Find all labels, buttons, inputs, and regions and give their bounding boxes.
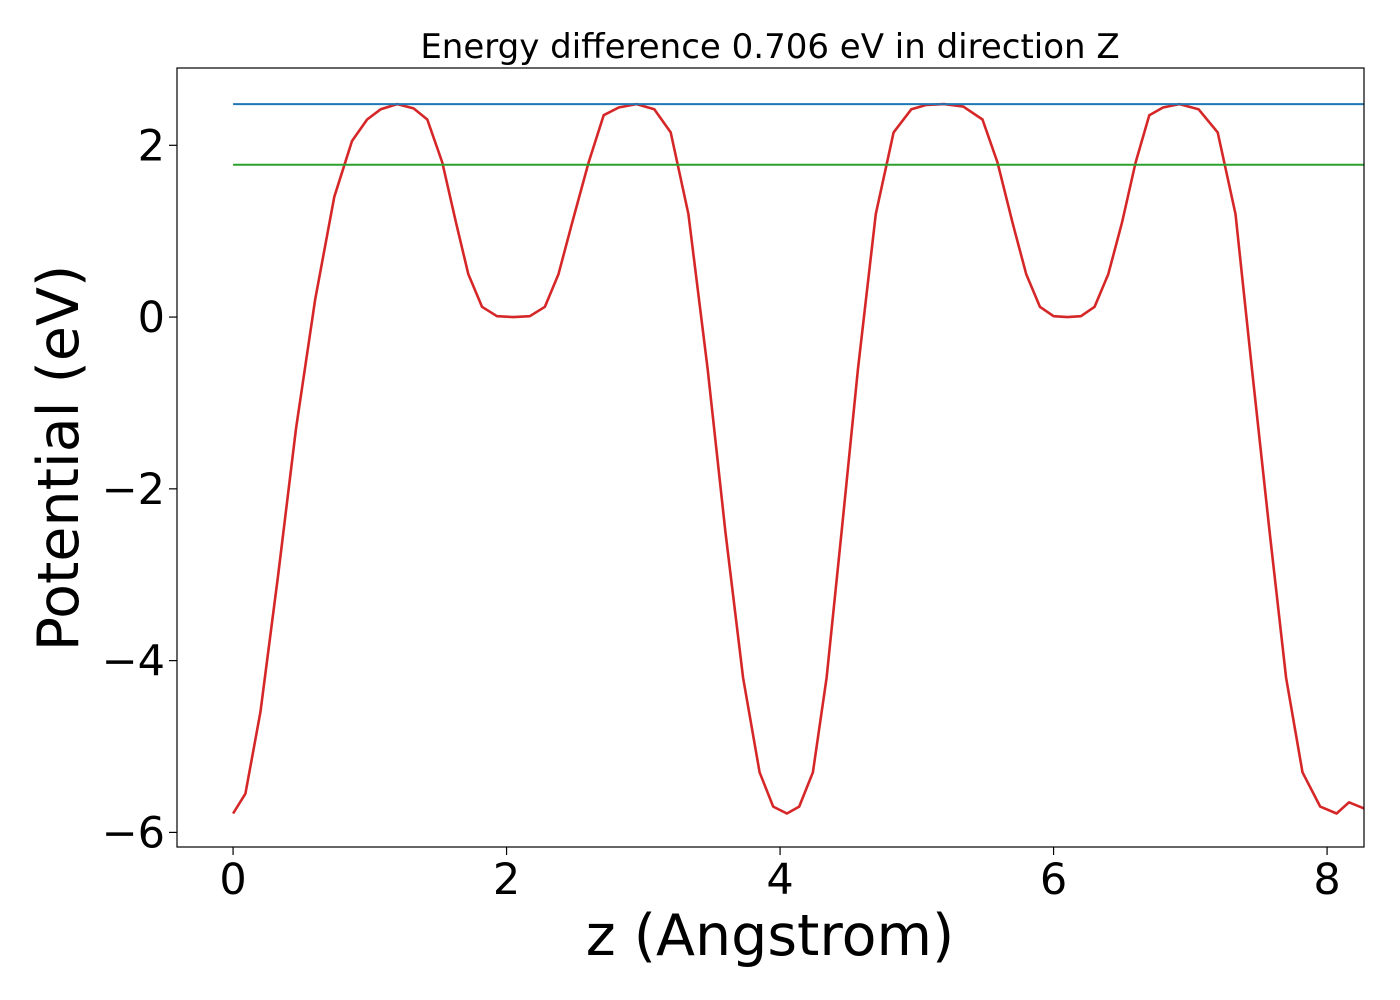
- x-tick-label-0: 0: [219, 855, 246, 905]
- x-tick-label-4: 8: [1313, 855, 1340, 905]
- y-tick-label-4: −6: [102, 808, 165, 858]
- y-axis-title: Potential (eV): [26, 265, 92, 651]
- x-tick-label-2: 4: [766, 855, 793, 905]
- y-axis: 2 0 −2 −4 −6: [102, 121, 177, 858]
- y-tick-label-0: 2: [138, 121, 165, 171]
- plot-series: [231, 102, 1365, 815]
- x-axis: 0 2 4 6 8: [219, 847, 1341, 905]
- y-tick-label-2: −2: [102, 465, 165, 515]
- chart-title: Energy difference 0.706 eV in direction …: [420, 27, 1119, 67]
- y-tick-label-3: −4: [102, 637, 165, 687]
- series-line-0: [231, 102, 1365, 815]
- x-axis-title: z (Angstrom): [586, 903, 954, 969]
- y-tick-label-1: 0: [138, 293, 165, 343]
- x-tick-label-1: 2: [493, 855, 520, 905]
- plot-frame: [176, 67, 1365, 848]
- x-tick-label-3: 6: [1040, 855, 1067, 905]
